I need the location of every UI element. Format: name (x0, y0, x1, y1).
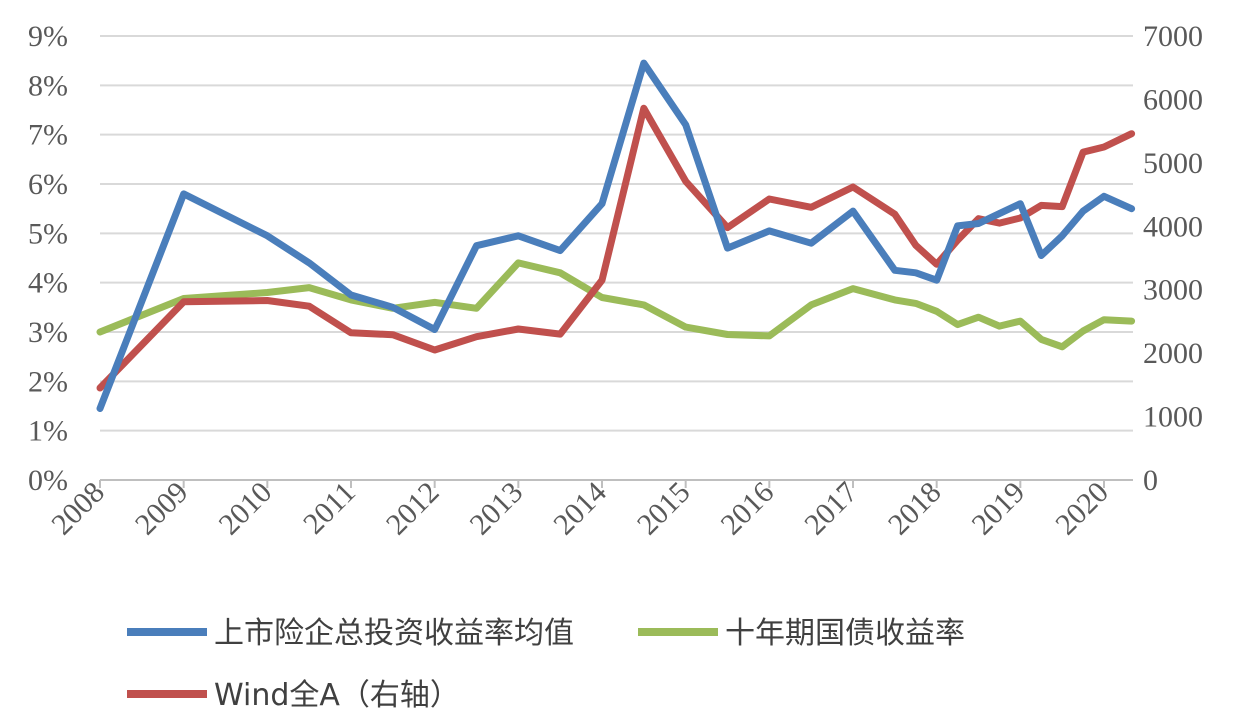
y-left-tick-label: 3% (28, 316, 68, 349)
y-left-tick-label: 1% (28, 415, 68, 448)
y-axis-right: 0 1000 2000 3000 4000 5000 6000 7000 (1143, 20, 1203, 497)
y-right-tick-label: 4000 (1143, 210, 1203, 243)
y-left-tick-label: 4% (28, 267, 68, 300)
y-left-tick-label: 7% (28, 119, 68, 152)
y-right-tick-label: 3000 (1143, 274, 1203, 307)
y-axis-left: 0% 1% 2% 3% 4% 5% 6% 7% 8% 9% (28, 20, 68, 497)
x-tick-label: 2020 (1049, 476, 1115, 542)
y-right-tick-label: 1000 (1143, 401, 1203, 434)
x-tick-label: 2012 (380, 476, 446, 542)
x-tick-label: 2014 (547, 476, 613, 542)
y-left-tick-label: 8% (28, 69, 68, 102)
x-tick-label: 2011 (297, 476, 362, 541)
y-right-tick-label: 0 (1143, 464, 1158, 497)
y-left-tick-label: 9% (28, 20, 68, 53)
legend-label-bond-yield: 十年期国债收益率 (725, 616, 965, 651)
x-tick-label: 2019 (966, 476, 1032, 542)
y-left-tick-label: 6% (28, 168, 68, 201)
x-tick-label: 2010 (213, 476, 279, 542)
legend-label-wind-a: Wind全A（右轴） (214, 678, 460, 713)
y-right-tick-label: 7000 (1143, 20, 1203, 53)
x-tick-label: 2017 (798, 476, 864, 542)
legend-label-insurer-yield: 上市险企总投资收益率均值 (214, 616, 574, 651)
y-left-tick-label: 0% (28, 464, 68, 497)
y-left-tick-label: 5% (28, 217, 68, 250)
x-tick-label: 2016 (715, 476, 781, 542)
series-layer (96, 59, 1136, 412)
x-tick-label: 2009 (129, 476, 195, 542)
y-right-tick-label: 2000 (1143, 337, 1203, 370)
x-tick-label: 2015 (631, 476, 697, 542)
x-tick-label: 2013 (464, 476, 530, 542)
y-right-tick-label: 5000 (1143, 147, 1203, 180)
x-axis: 2008 2009 2010 2011 2012 2013 2014 2015 2016 2017… (45, 476, 1133, 542)
y-right-tick-label: 6000 (1143, 83, 1203, 116)
x-tick-label: 2018 (882, 476, 948, 542)
series-line-0 (96, 59, 1136, 412)
legend: 上市险企总投资收益率均值 十年期国债收益率 Wind全A（右轴） (127, 616, 965, 713)
y-left-tick-label: 2% (28, 365, 68, 398)
series-line-1 (96, 259, 1136, 351)
